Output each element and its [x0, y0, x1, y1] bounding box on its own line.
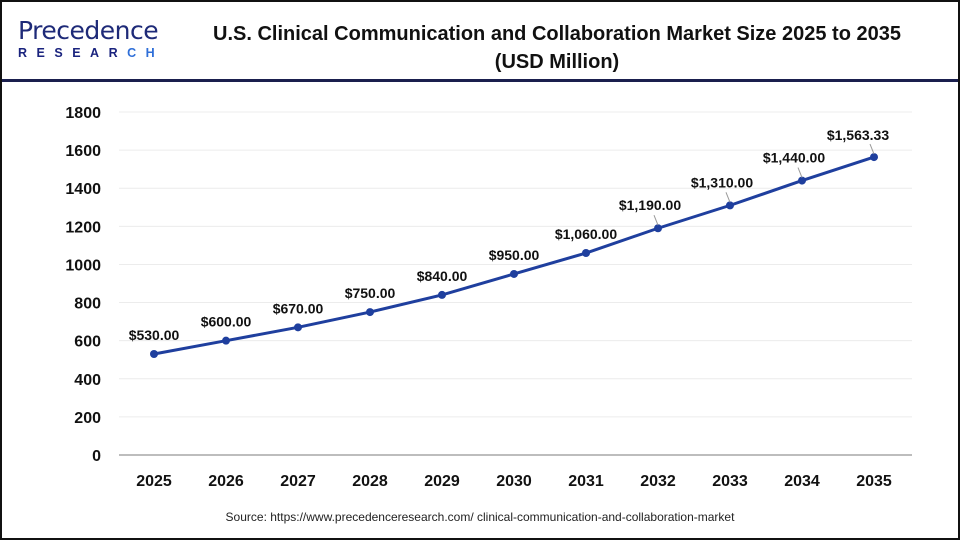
data-point — [366, 308, 374, 317]
x-tick-label: 2026 — [208, 473, 244, 490]
y-tick-label: 1800 — [65, 105, 101, 122]
y-tick-label: 200 — [74, 410, 101, 427]
y-tick-label: 800 — [74, 296, 101, 313]
header: Precedence RESEARCH U.S. Clinical Commun… — [2, 2, 958, 82]
data-point — [438, 290, 446, 299]
x-tick-label: 2034 — [784, 473, 820, 490]
data-label: $1,060.00 — [555, 226, 617, 242]
data-point — [654, 224, 662, 233]
data-point — [150, 350, 158, 359]
x-tick-label: 2030 — [496, 473, 532, 490]
x-tick-label: 2032 — [640, 473, 676, 490]
title-line-1: U.S. Clinical Communication and Collabor… — [213, 23, 901, 45]
label-leader-line — [725, 192, 731, 203]
data-point — [798, 176, 806, 185]
label-leader-line — [869, 143, 875, 155]
x-tick-label: 2033 — [712, 473, 748, 490]
data-point — [294, 323, 302, 332]
data-point — [582, 249, 590, 258]
data-point — [870, 153, 878, 162]
x-tick-label: 2027 — [280, 473, 316, 490]
data-point — [510, 269, 518, 278]
x-tick-label: 2029 — [424, 473, 460, 490]
label-leader-line — [797, 167, 803, 178]
data-label: $1,563.33 — [827, 127, 889, 143]
data-label: $1,440.00 — [763, 150, 825, 166]
y-tick-label: 1200 — [65, 219, 101, 236]
title-line-2: (USD Million) — [494, 51, 620, 73]
precedence-research-logo: Precedence RESEARCH — [18, 16, 165, 61]
y-tick-label: 600 — [74, 334, 101, 351]
y-tick-label: 1400 — [65, 181, 101, 198]
x-tick-label: 2035 — [856, 473, 892, 490]
x-tick-label: 2028 — [352, 473, 388, 490]
data-point — [726, 201, 734, 210]
data-label: $530.00 — [129, 327, 180, 343]
y-tick-label: 1600 — [65, 143, 101, 160]
chart-title: U.S. Clinical Communication and Collabor… — [167, 20, 947, 76]
data-label: $600.00 — [201, 314, 252, 330]
y-tick-label: 1000 — [65, 257, 101, 274]
data-label: $840.00 — [417, 268, 468, 284]
label-leader-line — [653, 215, 659, 226]
x-tick-label: 2025 — [136, 473, 172, 490]
y-tick-label: 400 — [74, 372, 101, 389]
data-label: $1,190.00 — [619, 197, 681, 213]
data-label: $750.00 — [345, 285, 396, 301]
data-label: $670.00 — [273, 300, 324, 316]
source-note: Source: https://www.precedenceresearch.c… — [225, 510, 735, 524]
data-label: $1,310.00 — [691, 174, 753, 190]
data-label: $950.00 — [489, 247, 540, 263]
y-tick-label: 0 — [92, 448, 101, 465]
x-tick-label: 2031 — [568, 473, 604, 490]
data-point — [222, 336, 230, 345]
